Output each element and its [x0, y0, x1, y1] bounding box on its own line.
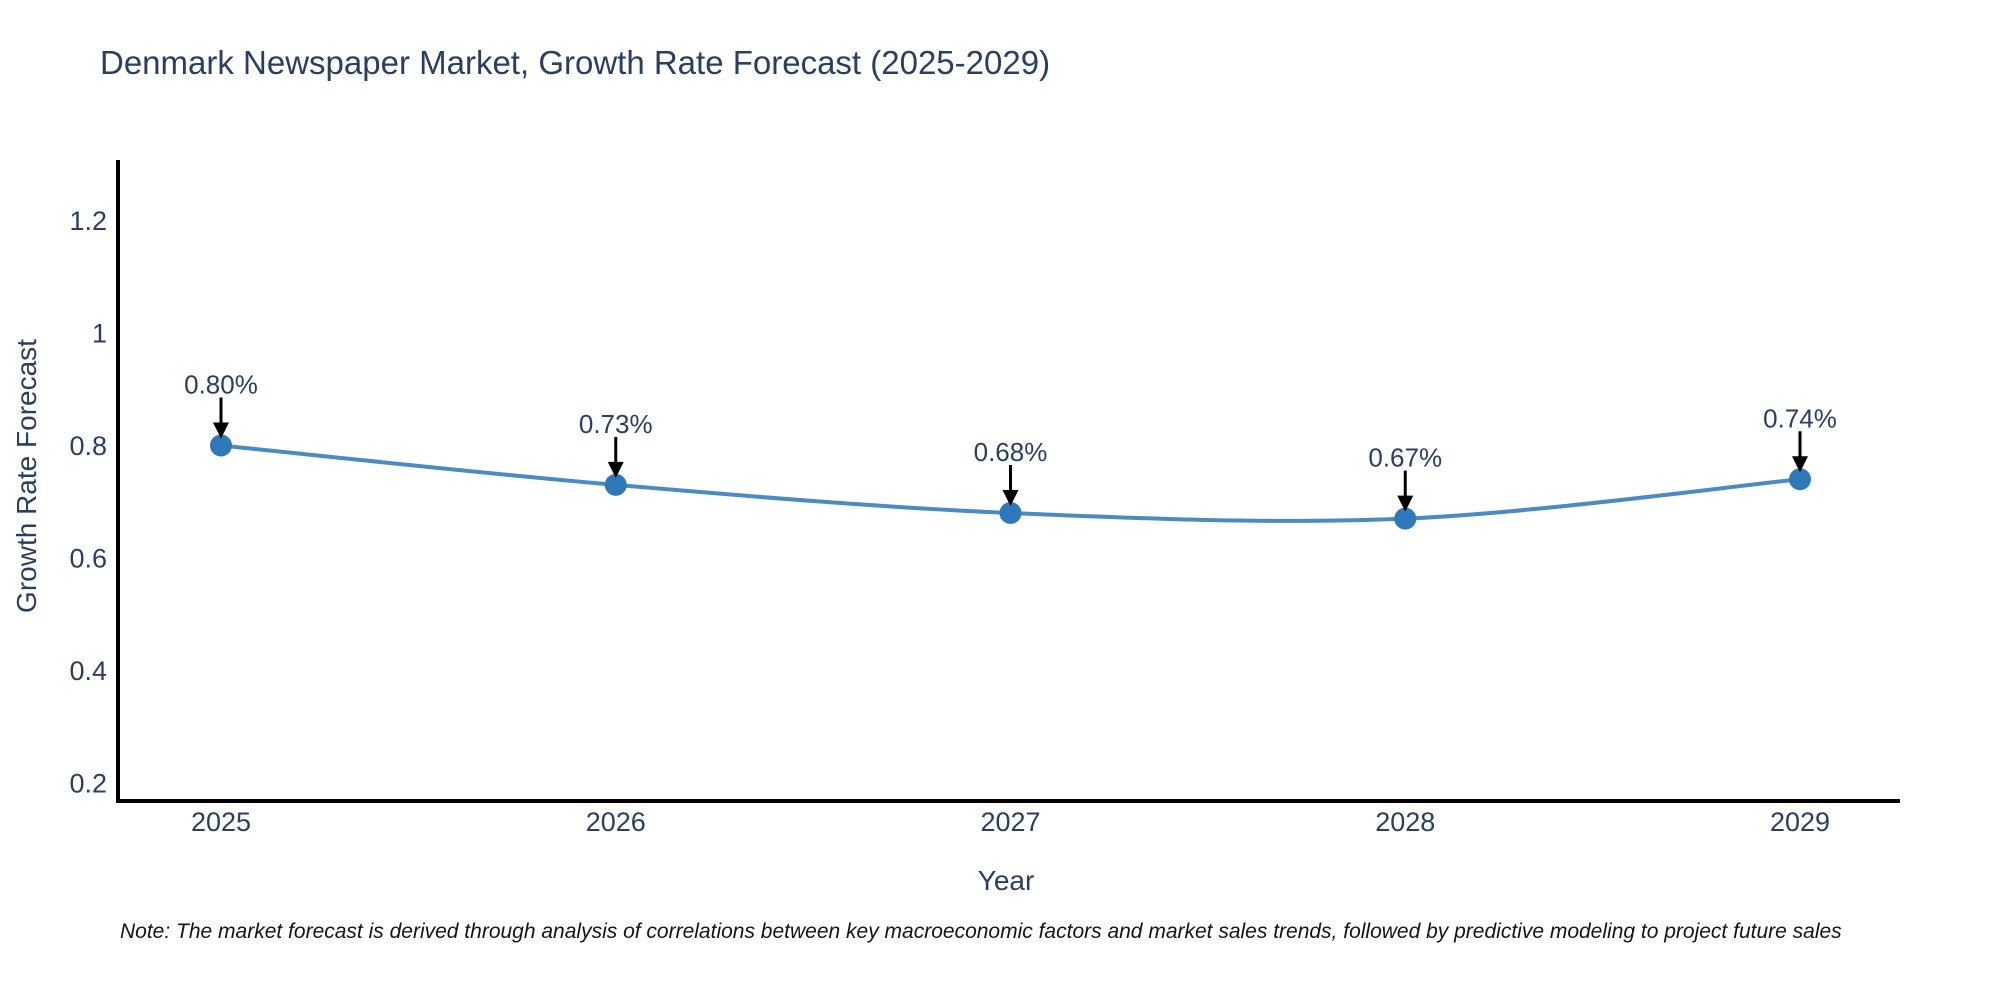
annotation-arrow-head [1397, 495, 1414, 512]
annotation-label: 0.74% [1763, 403, 1837, 433]
data-point-marker [604, 473, 627, 496]
annotation-label: 0.80% [184, 370, 258, 400]
y-tick-label: 0.4 [69, 656, 107, 686]
annotation-label: 0.68% [974, 437, 1048, 467]
data-point-marker [210, 434, 232, 457]
annotation-arrow-head [1002, 490, 1019, 506]
x-tick-label: 2027 [980, 807, 1040, 837]
annotation-arrow-stem [1798, 431, 1802, 458]
y-axis-title: Growth Rate Forecast [11, 339, 42, 613]
footnote: Note: The market forecast is derived thr… [120, 920, 1842, 943]
y-tick-label: 1 [92, 319, 107, 349]
annotation-arrow-head [607, 461, 624, 478]
x-tick-label: 2028 [1375, 807, 1435, 837]
y-tick-label: 0.2 [69, 769, 107, 799]
x-tick-label: 2025 [191, 807, 251, 837]
annotation-arrow-stem [614, 436, 618, 463]
x-axis-title: Year [977, 865, 1035, 896]
y-tick-label: 0.6 [69, 544, 107, 574]
annotation-arrow-stem [1403, 470, 1407, 497]
annotation-arrow-stem [1009, 465, 1012, 491]
annotation-arrow-head [1792, 456, 1808, 473]
annotation-label: 0.67% [1368, 443, 1442, 473]
data-point-marker [1394, 507, 1417, 530]
annotation-label: 0.73% [579, 409, 653, 439]
annotation-arrow-stem [219, 397, 223, 424]
data-point-marker [1789, 468, 1811, 491]
chart-title: Denmark Newspaper Market, Growth Rate Fo… [100, 44, 1051, 81]
x-axis-spine [116, 799, 1900, 803]
y-axis-spine [116, 160, 120, 803]
y-tick-label: 1.2 [69, 206, 107, 236]
x-tick-label: 2026 [586, 807, 646, 837]
data-point-marker [999, 502, 1022, 524]
y-tick-label: 0.8 [69, 431, 107, 461]
annotation-arrow-head [213, 422, 229, 439]
x-tick-label: 2029 [1770, 807, 1830, 837]
